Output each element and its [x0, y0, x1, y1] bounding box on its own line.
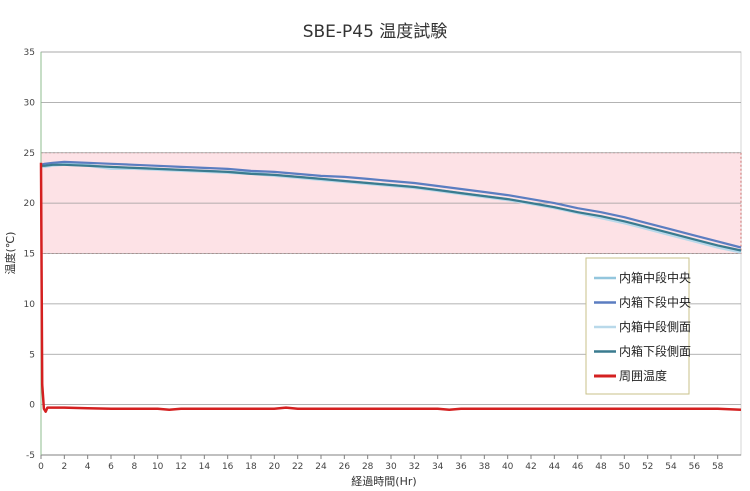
legend-label: 内箱下段中央 [619, 295, 691, 310]
y-tick-label: 20 [24, 199, 36, 209]
y-tick-label: 5 [29, 350, 35, 360]
y-tick-label: 15 [24, 250, 35, 260]
x-tick-label: 42 [525, 462, 536, 472]
x-tick-label: 12 [175, 462, 186, 472]
x-tick-label: 40 [502, 462, 514, 472]
x-tick-label: 54 [665, 462, 677, 472]
x-tick-label: 38 [479, 462, 491, 472]
x-tick-label: 22 [292, 462, 303, 472]
y-tick-label: 0 [29, 401, 35, 411]
x-tick-label: 32 [409, 462, 420, 472]
series-line-5 [39, 162, 742, 413]
chart-title: SBE-P45 温度試験 [303, 22, 448, 42]
x-tick-label: 52 [642, 462, 653, 472]
series-lines [39, 160, 742, 413]
x-tick-label: 8 [131, 462, 137, 472]
x-tick-label: 58 [712, 462, 724, 472]
x-tick-label: 50 [619, 462, 631, 472]
x-tick-label: 28 [362, 462, 374, 472]
x-tick-label: 6 [108, 462, 114, 472]
x-tick-label: 26 [339, 462, 351, 472]
x-tick-label: 10 [152, 462, 164, 472]
legend-label: 内箱中段側面 [619, 319, 691, 334]
x-tick-label: 24 [315, 462, 327, 472]
x-tick-label: 14 [199, 462, 211, 472]
x-tick-label: 0 [38, 462, 44, 472]
y-tick-label: 10 [24, 300, 36, 310]
y-tick-label: 30 [24, 98, 36, 108]
x-tick-label: 46 [572, 462, 584, 472]
x-tick-label: 16 [222, 462, 234, 472]
x-tick-label: 56 [689, 462, 701, 472]
series-line-4 [41, 163, 742, 252]
x-tick-label: 34 [432, 462, 444, 472]
x-axis-label: 経過時間(Hr) [351, 475, 416, 488]
y-axis-label: 温度(℃) [3, 232, 17, 275]
x-tick-label: 48 [595, 462, 607, 472]
x-tick-label: 2 [61, 462, 67, 472]
gridlines [41, 51, 741, 456]
y-tick-label: -5 [26, 451, 35, 461]
y-tick-label: 25 [24, 149, 35, 159]
x-tick-label: 30 [385, 462, 397, 472]
legend-label: 内箱下段側面 [619, 344, 691, 359]
x-tick-label: 36 [455, 462, 467, 472]
y-tick-label: 35 [24, 48, 35, 58]
x-tick-label: 44 [549, 462, 561, 472]
legend-label: 内箱中段中央 [619, 270, 691, 285]
x-tick-label: 4 [85, 462, 91, 472]
legend-label: 周囲温度 [619, 368, 667, 383]
x-tick-label: 20 [269, 462, 281, 472]
series-line-2 [40, 160, 742, 249]
x-tick-label: 18 [245, 462, 257, 472]
